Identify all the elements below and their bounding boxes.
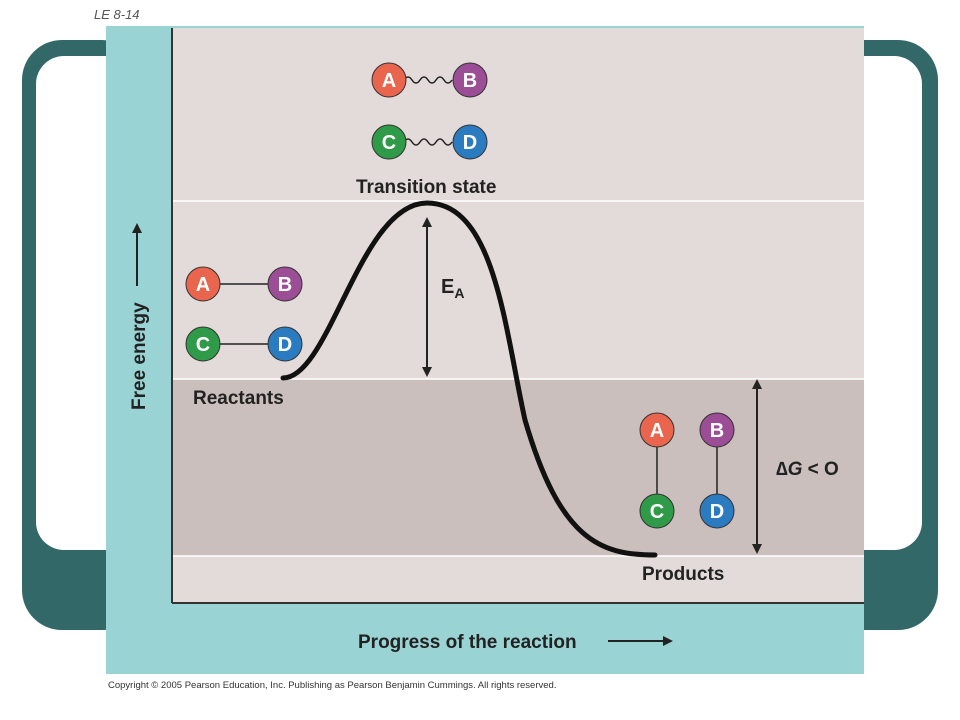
svg-text:D: D bbox=[463, 132, 477, 154]
svg-text:D: D bbox=[278, 334, 292, 356]
partial-bond-cd bbox=[403, 138, 453, 146]
atom-d-product: D bbox=[699, 493, 735, 529]
svg-text:C: C bbox=[196, 334, 210, 356]
svg-text:D: D bbox=[710, 501, 724, 523]
atom-d-reactant: D bbox=[267, 326, 303, 362]
svg-text:B: B bbox=[710, 420, 724, 442]
atom-c-reactant: C bbox=[185, 326, 221, 362]
activation-energy-label: EA bbox=[441, 276, 464, 301]
svg-text:C: C bbox=[382, 132, 396, 154]
x-axis-label: Progress of the reaction bbox=[358, 632, 577, 653]
copyright-notice: Copyright © 2005 Pearson Education, Inc.… bbox=[108, 680, 557, 691]
atom-a-transition: A bbox=[371, 62, 407, 98]
products-label: Products bbox=[642, 564, 724, 585]
transition-state-label: Transition state bbox=[356, 177, 496, 198]
partial-bond-ab bbox=[403, 76, 453, 84]
svg-text:C: C bbox=[650, 501, 664, 523]
atom-d-transition: D bbox=[452, 124, 488, 160]
svg-text:B: B bbox=[463, 70, 477, 92]
atom-b-product: B bbox=[699, 412, 735, 448]
band-top bbox=[172, 28, 864, 201]
atom-c-transition: C bbox=[371, 124, 407, 160]
band-lower bbox=[172, 379, 864, 556]
energy-curve bbox=[280, 200, 658, 558]
svg-text:A: A bbox=[196, 274, 210, 296]
atom-c-product: C bbox=[639, 493, 675, 529]
y-axis-label: Free energy bbox=[129, 302, 150, 410]
atom-a-reactant: A bbox=[185, 266, 221, 302]
atom-b-reactant: B bbox=[267, 266, 303, 302]
figure-number: LE 8-14 bbox=[94, 7, 140, 22]
svg-text:A: A bbox=[382, 70, 396, 92]
delta-g-label: ∆G < O bbox=[776, 459, 839, 480]
svg-text:B: B bbox=[278, 274, 292, 296]
atom-a-product: A bbox=[639, 412, 675, 448]
svg-text:A: A bbox=[650, 420, 664, 442]
band-bottom bbox=[172, 556, 864, 603]
reactants-label: Reactants bbox=[193, 388, 284, 409]
atom-b-transition: B bbox=[452, 62, 488, 98]
